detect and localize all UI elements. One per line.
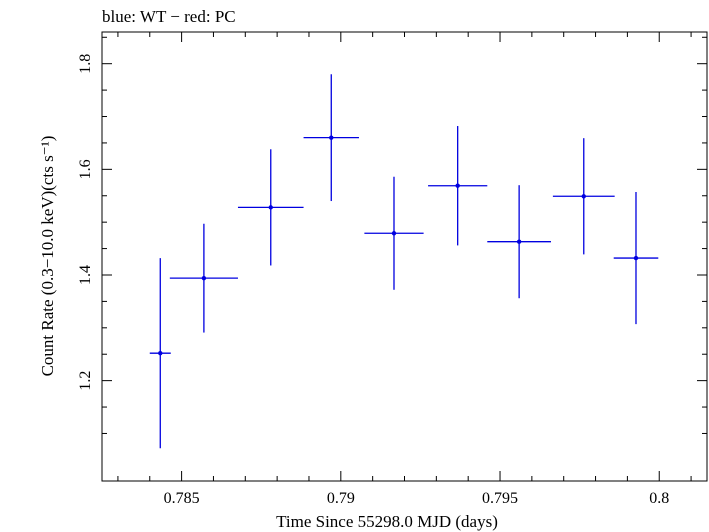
plot-frame	[101, 31, 708, 482]
data-marker	[201, 275, 207, 281]
data-point	[364, 176, 424, 290]
x-axis-label: Time Since 55298.0 MJD (days)	[276, 512, 498, 531]
data-marker	[455, 183, 460, 188]
y-axis: 1.2 1.4 1.6 1.8	[77, 36, 707, 434]
data-series	[149, 74, 659, 449]
x-tick-label: 0.785	[164, 490, 200, 507]
data-marker	[633, 255, 639, 261]
y-tick-label: 1.6	[77, 159, 94, 179]
data-point	[552, 138, 615, 255]
chart-title: blue: WT − red: PC	[102, 7, 236, 26]
data-marker	[516, 239, 522, 244]
y-axis-label: Count Rate (0.3−10.0 keV)(cts s⁻¹)	[38, 136, 57, 377]
x-axis: 0.785 0.79 0.795 0.8	[117, 32, 692, 507]
data-point	[303, 74, 359, 202]
data-marker	[581, 194, 586, 199]
x-tick-label: 0.8	[649, 490, 669, 507]
data-marker	[158, 350, 163, 356]
data-point	[613, 192, 659, 325]
y-tick-label: 1.2	[77, 371, 94, 391]
data-marker	[268, 205, 273, 210]
data-point	[487, 185, 551, 299]
x-tick-label: 0.795	[482, 490, 518, 507]
x-tick-label: 0.79	[327, 490, 355, 507]
y-tick-label: 1.8	[77, 54, 94, 74]
data-point	[428, 126, 488, 246]
data-marker	[329, 135, 334, 140]
y-tick-label: 1.4	[77, 265, 94, 285]
data-point	[237, 149, 304, 266]
data-point	[149, 258, 171, 449]
data-marker	[391, 231, 397, 236]
data-point	[169, 223, 238, 333]
